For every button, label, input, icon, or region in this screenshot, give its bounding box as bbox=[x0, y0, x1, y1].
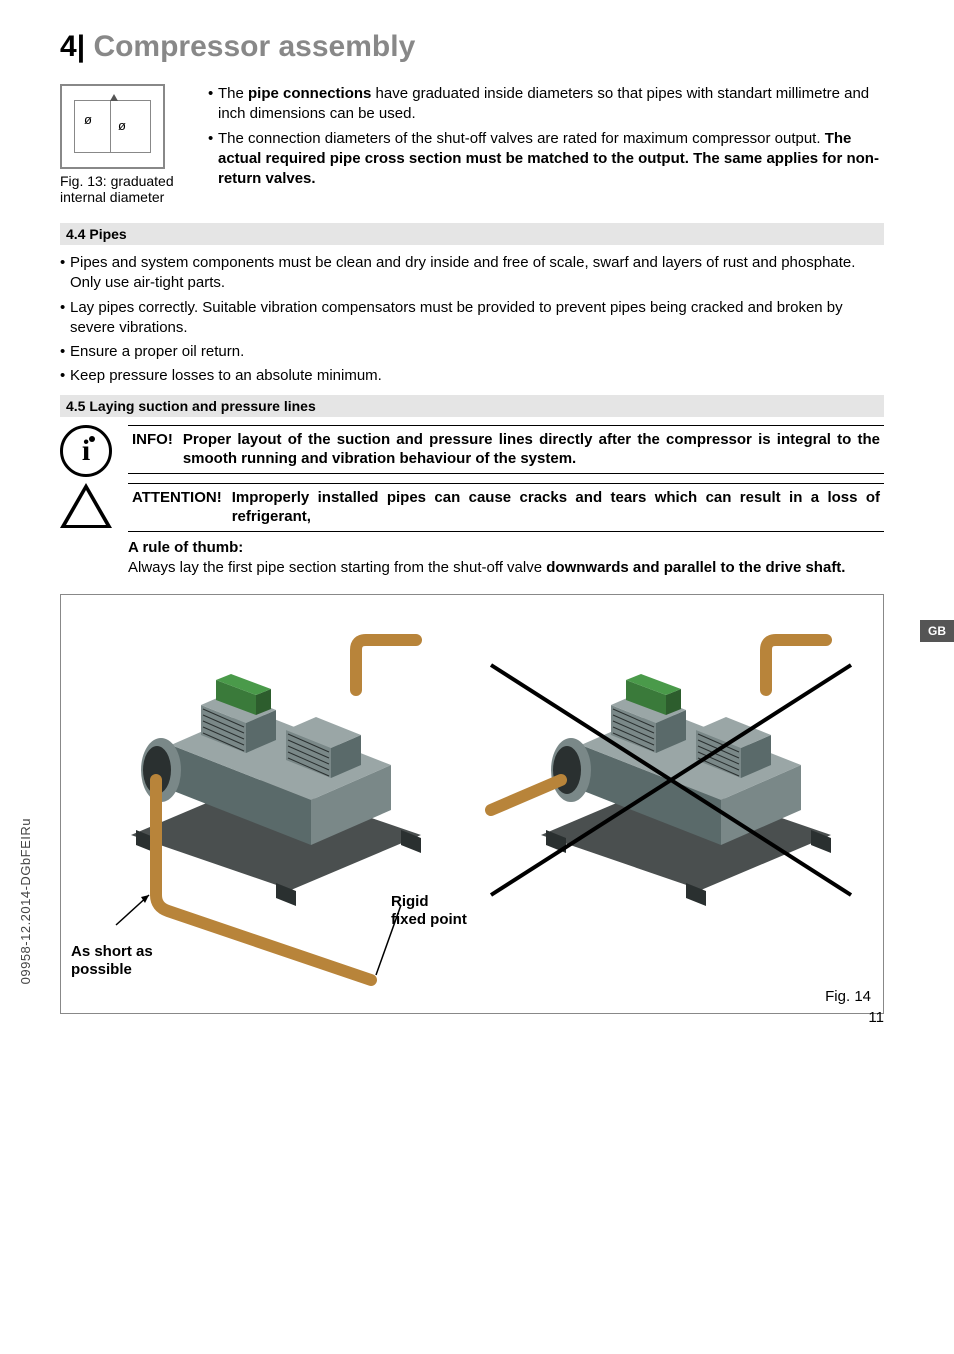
section-4-5-bar: 4.5 Laying suction and pressure lines bbox=[60, 395, 884, 417]
fig13-bullet-1: The pipe connections have graduated insi… bbox=[208, 84, 884, 125]
bullet-icon bbox=[208, 129, 218, 190]
t: The connection diameters of the shut-off… bbox=[218, 130, 825, 147]
warn-icon-col bbox=[60, 483, 118, 529]
section-4-4-bar: 4.4 Pipes bbox=[60, 223, 884, 245]
info-text: Proper layout of the suction and pressur… bbox=[183, 430, 880, 469]
attention-block: ATTENTION! Improperly installed pipes ca… bbox=[60, 483, 884, 532]
info-icon bbox=[60, 425, 112, 477]
attention-label: ATTENTION! bbox=[132, 488, 222, 527]
heading-sep: | bbox=[77, 30, 85, 63]
fig13-arrow-up bbox=[110, 94, 118, 101]
fig14-caption: Fig. 14 bbox=[825, 988, 871, 1005]
bullet-icon bbox=[208, 84, 218, 125]
warning-icon bbox=[60, 483, 112, 529]
bullet-icon bbox=[60, 366, 70, 386]
info-label: INFO! bbox=[132, 430, 173, 469]
fig13-caption: Fig. 13: graduated internal diameter bbox=[60, 173, 190, 205]
bullet-text: The pipe connections have graduated insi… bbox=[218, 84, 884, 125]
fig13-col: ø ø Fig. 13: graduated internal diameter bbox=[60, 84, 190, 205]
list-item: Ensure a proper oil return. bbox=[60, 342, 884, 362]
page-number: 11 bbox=[868, 1009, 884, 1026]
t: Lay pipes correctly. Suitable vibration … bbox=[70, 298, 884, 339]
heading-text: Compressor assembly bbox=[93, 30, 415, 63]
list-item: Keep pressure losses to an absolute mini… bbox=[60, 366, 884, 386]
fig13-diagram: ø ø bbox=[60, 84, 165, 169]
bullet-icon bbox=[60, 253, 70, 294]
fig14-svg bbox=[61, 595, 881, 1014]
rule-title: A rule of thumb: bbox=[128, 539, 243, 556]
heading-number: 4 bbox=[60, 30, 77, 63]
t: Pipes and system components must be clea… bbox=[70, 253, 884, 294]
page-heading: 4| Compressor assembly bbox=[60, 30, 884, 64]
fig13-bullets: The pipe connections have graduated insi… bbox=[208, 84, 884, 193]
attention-box: ATTENTION! Improperly installed pipes ca… bbox=[128, 483, 884, 532]
t: fixed point bbox=[391, 911, 467, 928]
t: possible bbox=[71, 961, 132, 978]
document-code: 09958-12.2014-DGbFEIRu bbox=[18, 818, 33, 984]
rule-bold: downwards and parallel to the drive shaf… bbox=[546, 559, 845, 576]
figure-14: Rigid fixed point As short as possible F… bbox=[60, 594, 884, 1014]
t: Ensure a proper oil return. bbox=[70, 342, 244, 362]
t: As short as bbox=[71, 943, 153, 960]
t: Keep pressure losses to an absolute mini… bbox=[70, 366, 382, 386]
rule-of-thumb: A rule of thumb: Always lay the first pi… bbox=[128, 538, 884, 579]
bullet-icon bbox=[60, 298, 70, 339]
fig13-bullet-2: The connection diameters of the shut-off… bbox=[208, 129, 884, 190]
fig14-label-rigid: Rigid fixed point bbox=[391, 893, 467, 929]
info-icon-col bbox=[60, 425, 118, 477]
bullet-icon bbox=[60, 342, 70, 362]
fig13-divider bbox=[110, 100, 111, 153]
list-item: Lay pipes correctly. Suitable vibration … bbox=[60, 298, 884, 339]
t: The bbox=[218, 85, 248, 102]
info-block: INFO! Proper layout of the suction and p… bbox=[60, 425, 884, 477]
bullet-text: The connection diameters of the shut-off… bbox=[218, 129, 884, 190]
t: Rigid bbox=[391, 893, 429, 910]
fig13-sym-left: ø bbox=[84, 112, 92, 127]
fig14-label-short: As short as possible bbox=[71, 943, 153, 979]
sec44-list: Pipes and system components must be clea… bbox=[60, 253, 884, 387]
language-tab: GB bbox=[920, 620, 954, 642]
fig13-sym-right: ø bbox=[118, 118, 126, 133]
info-box: INFO! Proper layout of the suction and p… bbox=[128, 425, 884, 474]
fig13-section: ø ø Fig. 13: graduated internal diameter… bbox=[60, 84, 884, 205]
rule-pre: Always lay the first pipe section starti… bbox=[128, 559, 546, 576]
t-bold: pipe connections bbox=[248, 85, 371, 102]
list-item: Pipes and system components must be clea… bbox=[60, 253, 884, 294]
attention-text: Improperly installed pipes can cause cra… bbox=[232, 488, 880, 527]
